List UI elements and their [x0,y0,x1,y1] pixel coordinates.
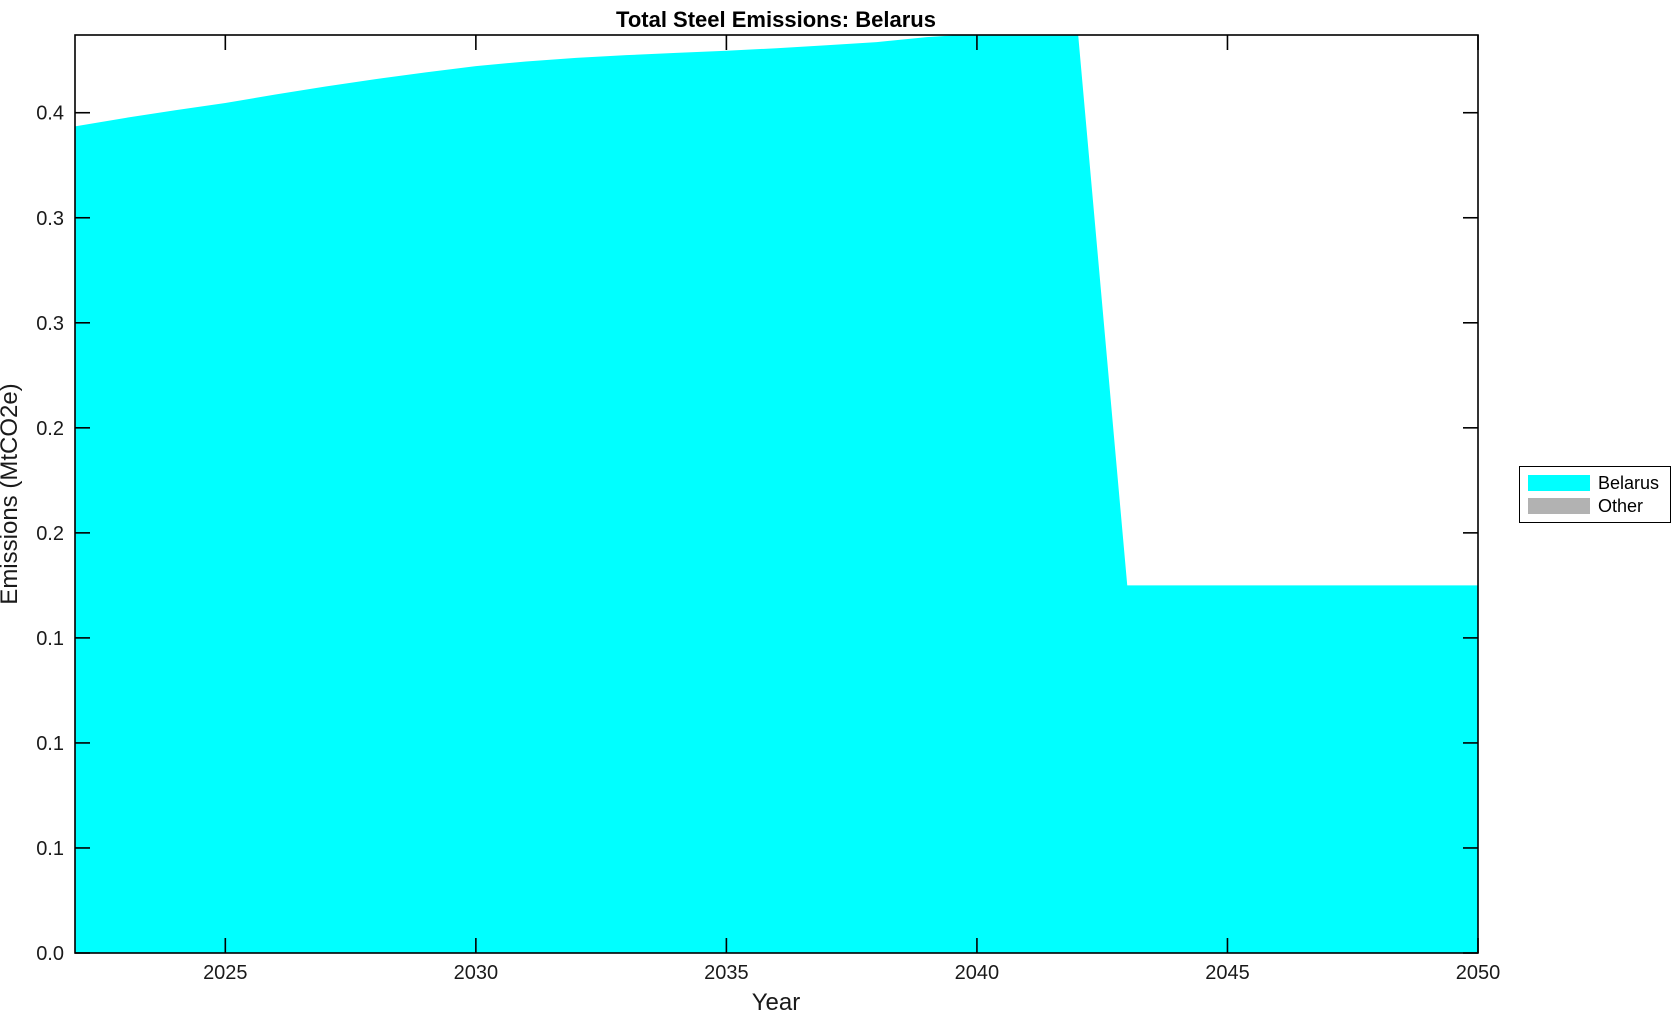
x-tick-label: 2040 [955,962,1000,984]
y-tick-label: 0.3 [36,208,64,230]
y-tick-label: 0.1 [36,838,64,860]
x-tick-label: 2030 [454,962,499,984]
x-tick-label: 2050 [1456,962,1501,984]
plot-border [74,34,1479,954]
legend: Belarus Other [1519,466,1671,523]
y-tick-label: 0.0 [36,943,64,965]
axis-ticklabels-group: 2025 2030 2035 2040 2045 2050 0.0 0.1 0.1 0.1 0.2 0… [36,103,1500,984]
area-series-group [75,35,1478,953]
area-belarus [75,35,1478,953]
x-tick-label: 2035 [704,962,749,984]
y-tick-label: 0.1 [36,628,64,650]
y-tick-label: 0.2 [36,523,64,545]
chart-title: Total Steel Emissions: Belarus [616,7,936,32]
y-tick-label: 0.3 [36,313,64,335]
legend-entry-other: Other [1528,496,1662,516]
legend-label: Belarus [1598,472,1660,493]
y-tick-label: 0.1 [36,733,64,755]
y-tick-label: 0.2 [36,418,64,440]
x-tick-label: 2025 [203,962,248,984]
legend-entry-belarus: Belarus [1528,473,1662,493]
legend-label: Other [1598,496,1644,517]
legend-swatch-belarus [1528,474,1590,491]
x-tick-label: 2045 [1205,962,1250,984]
y-axis-label: Emissions (MtCO2e) [0,383,23,604]
x-axis-label: Year [752,989,801,1016]
y-tick-label: 0.4 [36,103,64,125]
legend-swatch-other [1528,498,1590,515]
